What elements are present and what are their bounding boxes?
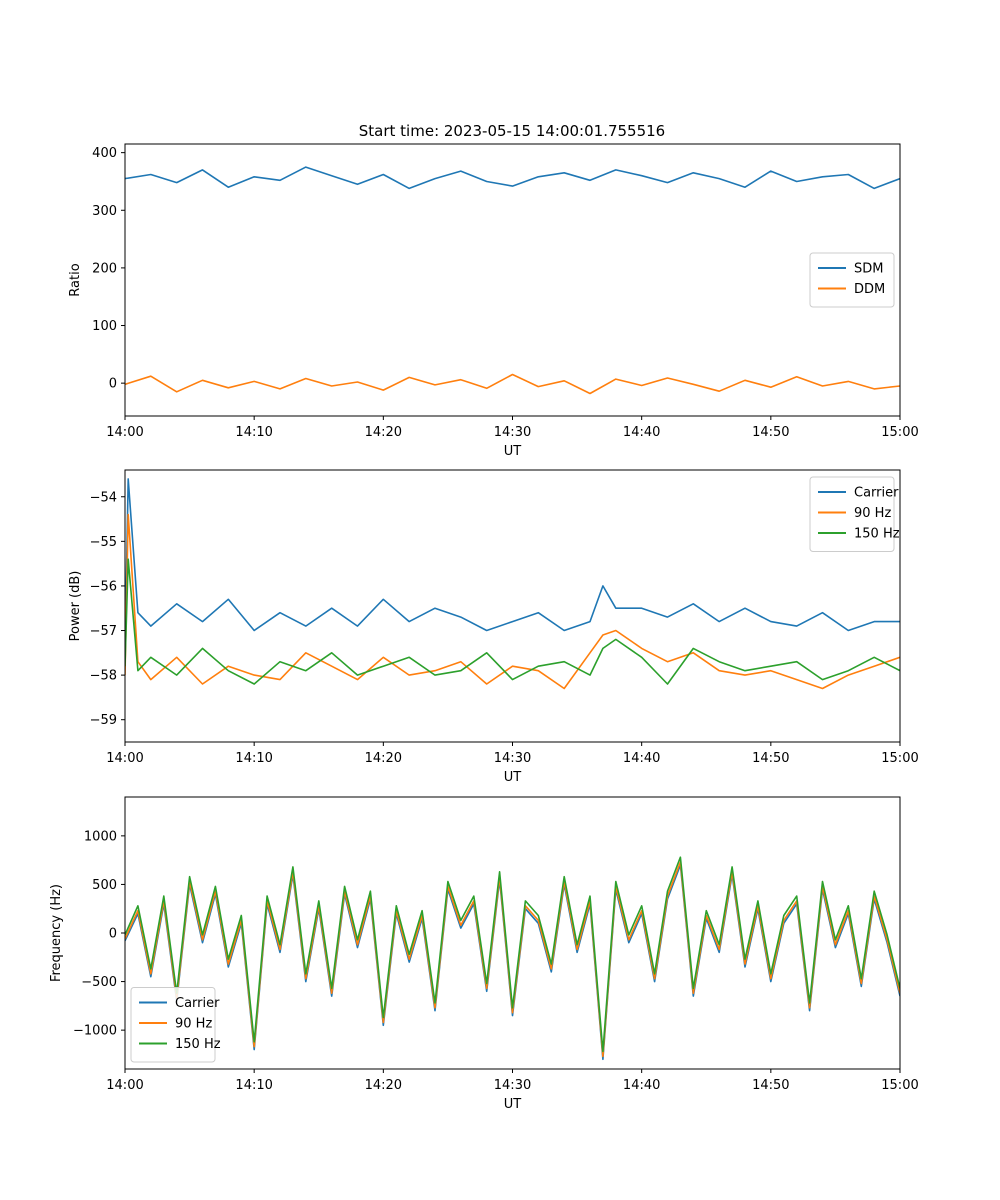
- chart-panel-1: 14:00 14:10 14:20 14:30 14:40 14:50 15:00 0 100 2…: [68, 143, 919, 459]
- y-axis-label: Ratio: [68, 263, 83, 296]
- chart-panel-2: 14:00 14:10 14:20 14:30 14:40 14:50 15:00 −59 −5…: [68, 469, 919, 785]
- x-tick-label: 15:00: [881, 425, 918, 440]
- legend-label: 90 Hz: [854, 506, 891, 521]
- x-axis-label: UT: [504, 444, 522, 459]
- y-tick-label: 400: [92, 146, 117, 161]
- x-tick-label: 14:50: [752, 751, 789, 766]
- y-axis-label: Power (dB): [68, 571, 83, 642]
- legend-label: DDM: [854, 282, 885, 297]
- axes-frame: [124, 469, 901, 743]
- figure-title: Start time: 2023-05-15 14:00:01.755516: [359, 122, 665, 140]
- x-tick-label: 14:30: [494, 1078, 531, 1093]
- legend-label: Carrier: [175, 996, 220, 1011]
- y-tick-label: 0: [109, 927, 117, 942]
- x-tick-label: 14:30: [494, 425, 531, 440]
- x-tick-label: 14:30: [494, 751, 531, 766]
- series-line-sdm: [125, 166, 900, 190]
- legend-label: 90 Hz: [175, 1017, 212, 1032]
- x-tick-label: 14:20: [365, 425, 402, 440]
- x-tick-label: 14:20: [365, 1078, 402, 1093]
- x-tick-label: 14:20: [365, 751, 402, 766]
- y-tick-label: −58: [90, 669, 117, 684]
- x-tick-label: 14:10: [235, 425, 272, 440]
- axes-frame: [124, 796, 901, 1070]
- legend-label: SDM: [854, 262, 883, 277]
- series-line-carrier: [125, 478, 900, 653]
- y-tick-label: 500: [92, 878, 117, 893]
- legend: Carrier 90 Hz 150 Hz: [130, 987, 221, 1063]
- legend: SDM DDM: [809, 252, 895, 308]
- y-tick-label: 1000: [84, 829, 117, 844]
- legend-label: 150 Hz: [854, 527, 900, 542]
- x-tick-label: 14:10: [235, 751, 272, 766]
- y-tick-label: −1000: [73, 1024, 117, 1039]
- x-tick-label: 15:00: [881, 1078, 918, 1093]
- x-tick-label: 14:50: [752, 1078, 789, 1093]
- series-line-90-hz: [125, 861, 900, 1058]
- chart-panel-3: 14:00 14:10 14:20 14:30 14:40 14:50 15:00 −1000…: [49, 796, 919, 1112]
- y-tick-label: −57: [90, 624, 117, 639]
- x-axis-label: UT: [504, 770, 522, 785]
- y-tick-label: −54: [90, 490, 117, 505]
- x-tick-label: 14:40: [623, 1078, 660, 1093]
- x-tick-label: 14:40: [623, 425, 660, 440]
- x-tick-label: 14:50: [752, 425, 789, 440]
- x-tick-label: 14:40: [623, 751, 660, 766]
- y-tick-label: −500: [81, 975, 117, 990]
- legend-label: Carrier: [854, 486, 899, 501]
- legend-box: [809, 252, 895, 308]
- legend-label: 150 Hz: [175, 1037, 221, 1052]
- y-tick-label: 200: [92, 261, 117, 276]
- series-line-150-hz: [125, 856, 900, 1053]
- y-tick-label: −55: [90, 535, 117, 550]
- x-tick-label: 14:00: [106, 751, 143, 766]
- y-axis-label: Frequency (Hz): [49, 884, 64, 982]
- y-tick-label: 0: [109, 377, 117, 392]
- x-tick-label: 15:00: [881, 751, 918, 766]
- y-tick-label: 300: [92, 204, 117, 219]
- x-tick-label: 14:00: [106, 1078, 143, 1093]
- series-line-90-hz: [125, 513, 900, 690]
- x-tick-label: 14:00: [106, 425, 143, 440]
- series-line-ddm: [125, 373, 900, 395]
- y-tick-label: −59: [90, 713, 117, 728]
- legend: Carrier 90 Hz 150 Hz: [809, 476, 900, 552]
- series-line-carrier: [125, 864, 900, 1061]
- series-line-150-hz: [125, 558, 900, 685]
- x-axis-label: UT: [504, 1097, 522, 1112]
- y-tick-label: −56: [90, 579, 117, 594]
- y-tick-label: 100: [92, 319, 117, 334]
- x-tick-label: 14:10: [235, 1078, 272, 1093]
